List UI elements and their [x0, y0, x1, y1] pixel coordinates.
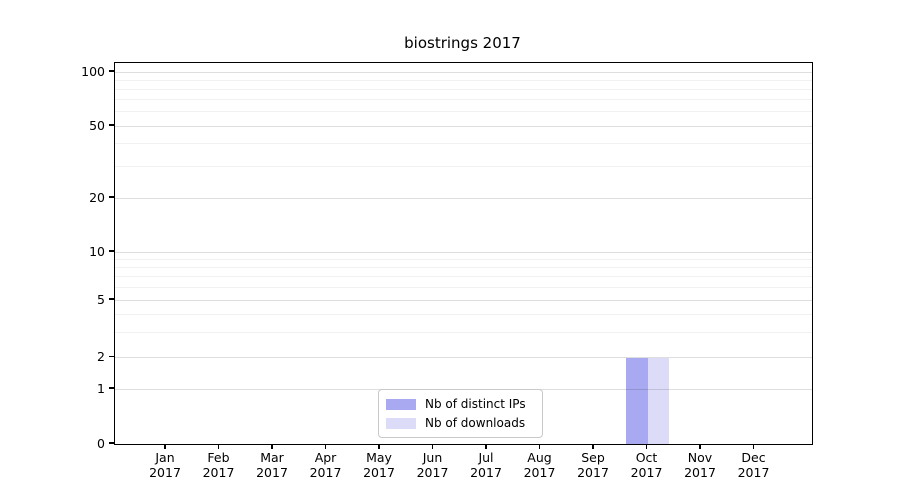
minor-gridline — [115, 111, 812, 113]
legend-swatch — [386, 398, 416, 410]
x-tick — [592, 444, 594, 449]
minor-gridline — [115, 276, 812, 278]
x-tick-label: Dec 2017 — [724, 450, 784, 480]
x-tick-year: 2017 — [416, 464, 449, 480]
minor-gridline — [115, 266, 812, 268]
y-tick-label: 100 — [81, 63, 105, 79]
x-tick — [217, 444, 220, 449]
legend-label: Nb of downloads — [425, 416, 526, 430]
major-gridline — [115, 299, 812, 301]
x-tick-year: 2017 — [684, 464, 716, 480]
x-tick — [645, 444, 648, 449]
x-tick-month: Jun — [422, 450, 443, 465]
y-tick-label: 5 — [97, 291, 105, 307]
y-axis-labels: 0 1 2 5 10 20 50 100 — [0, 62, 105, 451]
major-gridline — [115, 197, 812, 199]
major-gridline — [115, 125, 812, 127]
bar-nb-of-distinct-ips — [626, 357, 648, 444]
x-tick — [752, 444, 755, 449]
x-tick-month: Nov — [687, 450, 713, 465]
y-tick — [109, 124, 114, 126]
major-gridline — [115, 357, 812, 358]
minor-gridline — [115, 79, 812, 81]
x-tick-year: 2017 — [309, 464, 342, 480]
y-tick — [109, 70, 114, 72]
x-tick-label: Jul 2017 — [456, 450, 516, 480]
y-tick-label: 2 — [97, 349, 105, 364]
plot-area — [114, 62, 813, 445]
x-tick-year: 2017 — [256, 464, 288, 480]
x-tick-label: May 2017 — [349, 450, 409, 480]
minor-gridline — [115, 286, 812, 288]
y-tick — [109, 387, 114, 389]
y-tick-label: 20 — [89, 189, 105, 205]
x-tick-year: 2017 — [630, 464, 663, 480]
x-tick-label: Jan 2017 — [135, 450, 195, 480]
x-tick-month: Aug — [527, 450, 552, 465]
x-tick-year: 2017 — [363, 464, 395, 480]
x-tick — [538, 444, 541, 449]
y-tick — [109, 250, 114, 252]
minor-gridline — [115, 331, 812, 333]
x-tick-month: Apr — [314, 450, 337, 465]
x-tick-year: 2017 — [202, 464, 235, 480]
x-tick — [164, 444, 166, 449]
minor-gridline — [115, 313, 812, 315]
x-tick-label: Apr 2017 — [296, 450, 356, 480]
y-tick-label: 0 — [97, 435, 105, 451]
x-tick-year: 2017 — [149, 464, 181, 480]
y-tick-label: 1 — [97, 380, 105, 396]
minor-gridline — [115, 143, 812, 145]
legend: Nb of distinct IPs Nb of downloads — [378, 389, 543, 438]
minor-gridline — [115, 88, 812, 90]
x-tick — [699, 444, 701, 449]
x-tick — [485, 444, 487, 449]
x-tick-label: Nov 2017 — [670, 450, 730, 480]
x-tick-label: Aug 2017 — [510, 450, 570, 480]
major-gridline — [115, 71, 812, 73]
x-tick-year: 2017 — [577, 464, 609, 480]
x-tick-year: 2017 — [523, 464, 556, 480]
x-tick — [431, 444, 434, 449]
x-tick-label: Mar 2017 — [242, 450, 302, 480]
x-tick-year: 2017 — [470, 464, 502, 480]
x-tick-year: 2017 — [737, 464, 770, 480]
x-tick-label: Jun 2017 — [403, 450, 463, 480]
chart-title: biostrings 2017 — [404, 34, 521, 52]
x-tick-month: May — [366, 450, 392, 465]
x-tick-month: Dec — [741, 450, 766, 465]
x-tick-label: Oct 2017 — [617, 450, 677, 480]
y-tick — [109, 298, 114, 300]
x-tick — [324, 444, 327, 449]
x-tick-month: Oct — [635, 450, 658, 465]
x-tick-month: Jan — [155, 450, 175, 465]
minor-gridline — [115, 99, 812, 101]
y-tick — [109, 196, 114, 198]
y-tick — [109, 442, 114, 444]
x-tick-month: Mar — [260, 450, 284, 465]
x-axis-ticks — [114, 444, 811, 450]
x-tick-label: Feb 2017 — [189, 450, 249, 480]
x-tick-label: Sep 2017 — [563, 450, 623, 480]
legend-swatch — [386, 417, 416, 429]
bar-nb-of-downloads — [647, 357, 669, 444]
x-tick — [378, 444, 380, 449]
minor-gridline — [115, 258, 812, 260]
legend-item: Nb of distinct IPs — [386, 397, 535, 411]
y-tick-label: 10 — [89, 243, 105, 259]
x-tick-month: Sep — [581, 450, 605, 465]
legend-label: Nb of distinct IPs — [425, 397, 526, 411]
minor-gridline — [115, 165, 812, 167]
x-axis-labels: Jan 2017 Feb 2017 Mar 2017 Apr 2017 May 2017 Jun 20… — [114, 450, 811, 483]
y-axis-ticks — [109, 62, 114, 444]
x-tick-month: Jul — [478, 450, 494, 465]
major-gridline — [115, 251, 812, 253]
y-tick — [109, 355, 114, 358]
x-tick-month: Feb — [207, 450, 230, 465]
y-tick-label: 50 — [89, 117, 105, 133]
x-tick — [271, 444, 273, 449]
legend-item: Nb of downloads — [386, 416, 535, 430]
